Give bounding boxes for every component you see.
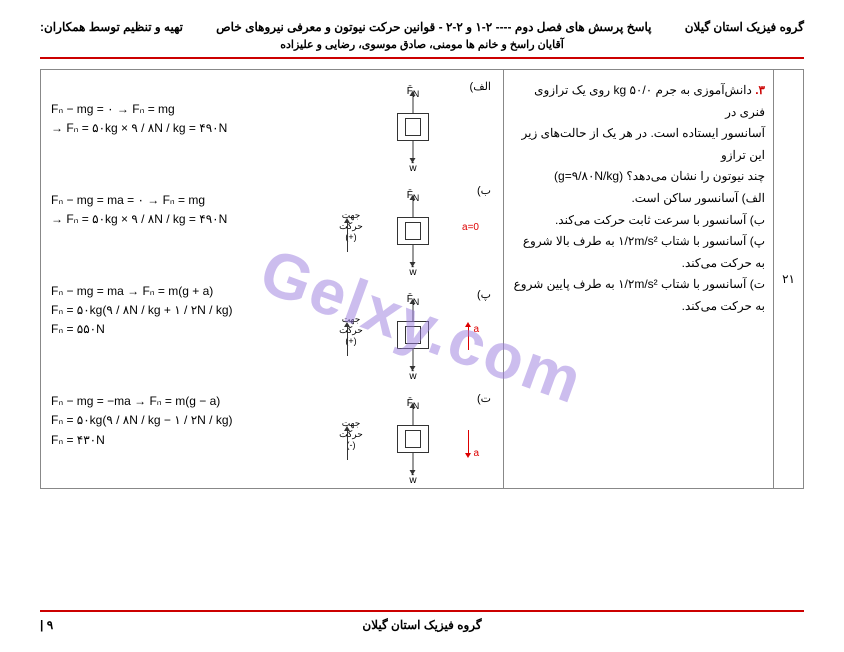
eq-p-3: Fₙ = ۵۵۰N bbox=[51, 320, 313, 339]
accel-label-down: a bbox=[473, 448, 479, 459]
diagram-a: الف) F̄N w̄ bbox=[327, 78, 499, 178]
eq-t-2: Fₙ = ۵۰kg(۹ / ۸N / kg − ۱ / ۲N / kg) bbox=[51, 411, 313, 430]
diagram-label-p: پ) bbox=[477, 288, 491, 301]
equation-block-t: Fₙ − mg = −ma → Fₙ = m(g − a) Fₙ = ۵۰kg(… bbox=[51, 392, 313, 450]
direction-label: جهت حرکت(+) bbox=[333, 210, 369, 242]
eq-a-1: Fₙ − mg = ۰ → Fₙ = mg bbox=[51, 100, 313, 119]
page-header: گروه فیزیک استان گیلان پاسخ پرسش های فصل… bbox=[40, 20, 804, 34]
question-number: ۳. bbox=[755, 83, 765, 97]
w-vector: w̄ bbox=[409, 371, 416, 382]
eq-b-1: Fₙ − mg = ma = ۰ → Fₙ = mg bbox=[51, 191, 313, 210]
body-box bbox=[397, 113, 429, 141]
diagram-p: پ) جهت حرکت(+) F̄N w̄ a bbox=[327, 286, 499, 386]
w-vector: w̄ bbox=[409, 475, 416, 486]
row-number-cell: ۲۱ bbox=[773, 70, 803, 488]
accel-label-up: a bbox=[473, 324, 479, 335]
part-p: پ) آسانسور با شتاب ۱/۲m/s² به طرف بالا ش… bbox=[523, 234, 765, 270]
eq-b-2: → Fₙ = ۵۰kg × ۹ / ۸N / kg = ۴۹۰N bbox=[51, 210, 313, 229]
accel-arrow-up-icon bbox=[468, 326, 469, 350]
eq-t-1: Fₙ − mg = −ma → Fₙ = m(g − a) bbox=[51, 392, 313, 411]
arrow-down-icon bbox=[413, 245, 414, 263]
row-number: ۲۱ bbox=[782, 272, 795, 286]
arrow-up-icon bbox=[413, 303, 414, 321]
arrow-down-icon bbox=[413, 141, 414, 159]
diagram-label-t: ت) bbox=[477, 392, 491, 405]
arrow-up-icon bbox=[413, 95, 414, 113]
question-text-2: آسانسور ایستاده است. در هر یک از حالت‌ها… bbox=[522, 126, 766, 162]
diagram-b: ب) جهت حرکت(+) F̄N w̄ a=0 bbox=[327, 182, 499, 282]
arrow-down-icon bbox=[413, 453, 414, 471]
body-box bbox=[397, 217, 429, 245]
accel-label-zero: a=0 bbox=[462, 222, 479, 233]
diagrams-cell: الف) F̄N w̄ ب) جهت حرکت(+) F̄N w̄ a=0 پ)… bbox=[323, 70, 503, 488]
content-table: ۲۱ ۳. دانش‌آموزی به جرم ۵۰/۰ kg روی یک ت… bbox=[40, 69, 804, 489]
part-a: الف) آسانسور ساکن است. bbox=[631, 191, 765, 205]
direction-label: جهت حرکت(+) bbox=[333, 314, 369, 346]
eq-t-3: Fₙ = ۴۳۰N bbox=[51, 431, 313, 450]
diagram-t: ت) جهت حرکت(-) F̄N w̄ a bbox=[327, 390, 499, 490]
part-b: ب) آسانسور با سرعت ثابت حرکت می‌کند. bbox=[555, 213, 765, 227]
header-right: گروه فیزیک استان گیلان bbox=[685, 20, 804, 34]
question-text-1: دانش‌آموزی به جرم ۵۰/۰ kg روی یک ترازوی … bbox=[534, 83, 765, 119]
question-text-3: چند نیوتون را نشان می‌دهد؟ (g=۹/۸۰N/kg) bbox=[554, 169, 765, 183]
header-divider bbox=[40, 57, 804, 59]
body-box bbox=[397, 425, 429, 453]
page-footer: گروه فیزیک استان گیلان ۹ | bbox=[40, 610, 804, 632]
w-vector: w̄ bbox=[409, 163, 416, 174]
footer-page: ۹ | bbox=[40, 618, 53, 632]
diagram-label-a: الف) bbox=[470, 80, 491, 93]
direction-label: جهت حرکت(-) bbox=[333, 418, 369, 450]
eq-p-1: Fₙ − mg = ma → Fₙ = m(g + a) bbox=[51, 282, 313, 301]
header-center: پاسخ پرسش های فصل دوم ---- ۲-۱ و ۲-۲ - ق… bbox=[183, 20, 685, 34]
equation-block-a: Fₙ − mg = ۰ → Fₙ = mg → Fₙ = ۵۰kg × ۹ / … bbox=[51, 100, 313, 138]
header-left: تهیه و تنظیم توسط همکاران: bbox=[40, 20, 183, 34]
direction-arrow-icon bbox=[347, 222, 348, 252]
w-vector: w̄ bbox=[409, 267, 416, 278]
body-box bbox=[397, 321, 429, 349]
arrow-up-icon bbox=[413, 407, 414, 425]
eq-p-2: Fₙ = ۵۰kg(۹ / ۸N / kg + ۱ / ۲N / kg) bbox=[51, 301, 313, 320]
question-cell: ۳. دانش‌آموزی به جرم ۵۰/۰ kg روی یک تراز… bbox=[503, 70, 773, 488]
direction-arrow-icon bbox=[347, 326, 348, 356]
arrow-up-icon bbox=[413, 199, 414, 217]
diagram-label-b: ب) bbox=[477, 184, 491, 197]
eq-a-2: → Fₙ = ۵۰kg × ۹ / ۸N / kg = ۴۹۰N bbox=[51, 119, 313, 138]
arrow-down-icon bbox=[413, 349, 414, 367]
equations-cell: Fₙ − mg = ۰ → Fₙ = mg → Fₙ = ۵۰kg × ۹ / … bbox=[41, 70, 323, 488]
part-t: ت) آسانسور با شتاب ۱/۲m/s² به طرف پایین … bbox=[514, 277, 765, 313]
equation-block-p: Fₙ − mg = ma → Fₙ = m(g + a) Fₙ = ۵۰kg(۹… bbox=[51, 282, 313, 340]
footer-center: گروه فیزیک استان گیلان bbox=[362, 618, 481, 632]
equation-block-b: Fₙ − mg = ma = ۰ → Fₙ = mg → Fₙ = ۵۰kg ×… bbox=[51, 191, 313, 229]
accel-arrow-down-icon bbox=[468, 430, 469, 454]
direction-arrow-icon bbox=[347, 430, 348, 460]
subheader: آقایان راسخ و خانم ها مومنی، صادق موسوی،… bbox=[40, 38, 804, 51]
